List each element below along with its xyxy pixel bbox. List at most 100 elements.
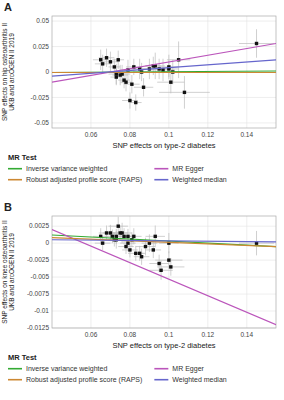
x-tick-label: 0.06	[85, 331, 98, 338]
point	[138, 252, 141, 255]
x-axis-label: SNP effects on type-2 diabetes	[112, 141, 215, 150]
point	[128, 99, 131, 102]
regression-line	[52, 230, 276, 325]
legend-label: Robust adjusted profile score (RAPS)	[26, 176, 142, 184]
y-tick-label: 0.0025	[29, 222, 49, 229]
legend-title: MR Test	[8, 153, 37, 162]
x-tick-label: 0.08	[124, 131, 137, 138]
point	[126, 235, 129, 238]
panel: 0.060.080.10.120.14-0.05-0.02500.0250.05…	[1, 1, 276, 184]
panel: 0.060.080.10.120.14-0.0125-0.01-0.0075-0…	[1, 201, 276, 384]
y-tick-label: 0	[45, 239, 49, 246]
point	[124, 80, 127, 83]
regression-line	[52, 235, 276, 247]
legend-entry: Weighted median	[154, 376, 226, 384]
legend-entry: MR Egger	[154, 165, 204, 173]
point	[154, 235, 157, 238]
x-tick-label: 0.12	[201, 331, 214, 338]
legend-swatch	[8, 368, 22, 370]
legend-entry: Inverse variance weighted	[8, 165, 107, 173]
chart-svg: 0.060.080.10.120.14-0.05-0.02500.0250.05…	[0, 0, 284, 400]
grid-line-y	[52, 72, 276, 73]
error-bars	[93, 217, 274, 280]
point	[109, 231, 112, 234]
legend-swatch	[8, 179, 22, 181]
regression-line	[52, 43, 276, 82]
points	[99, 224, 258, 272]
y-axis-label-line: UKB and arcOGEN II 2019	[8, 33, 15, 111]
point	[105, 56, 108, 59]
point	[126, 241, 129, 244]
point	[124, 245, 127, 248]
legend-swatch	[8, 379, 22, 381]
grid-line-y	[52, 122, 276, 123]
legend-swatch	[154, 379, 168, 381]
x-tick-label: 0.1	[164, 331, 173, 338]
legend-swatch	[8, 168, 22, 170]
point	[109, 60, 112, 63]
point	[128, 248, 131, 251]
legend-label: Inverse variance weighted	[26, 165, 107, 173]
x-tick-label: 0.14	[240, 131, 253, 138]
point	[152, 248, 155, 251]
legend-label: MR Egger	[172, 365, 204, 373]
y-tick-label: -0.025	[31, 94, 50, 101]
point	[134, 252, 137, 255]
legend-entry: Robust adjusted profile score (RAPS)	[8, 176, 142, 184]
legend-entry: MR Egger	[154, 365, 204, 373]
x-tick-label: 0.1	[164, 131, 173, 138]
grid-line-y	[52, 294, 276, 295]
y-tick-label: -0.0075	[27, 290, 49, 297]
y-tick-label: -0.01	[34, 307, 49, 314]
legend-swatch	[154, 179, 168, 181]
y-axis-label: SNP effects on knee osteoarthritis IIUKB…	[1, 220, 15, 324]
point	[169, 265, 172, 268]
regression-line	[52, 72, 276, 73]
legend: MR TestInverse variance weightedMR Egger…	[8, 353, 227, 384]
legend-label: MR Egger	[172, 165, 204, 173]
grid	[52, 216, 276, 328]
point	[132, 235, 135, 238]
y-tick-label: -0.0025	[27, 256, 49, 263]
grid	[52, 16, 276, 128]
regression-line	[52, 238, 276, 247]
point	[144, 245, 147, 248]
point	[130, 83, 133, 86]
plot-frame	[52, 16, 276, 128]
point	[101, 241, 104, 244]
point	[122, 235, 125, 238]
point	[157, 262, 160, 265]
point	[117, 224, 120, 227]
legend-entry: Robust adjusted profile score (RAPS)	[8, 376, 142, 384]
panel-label: B	[4, 201, 12, 213]
point	[140, 255, 143, 258]
point	[120, 231, 123, 234]
point	[99, 58, 102, 61]
point	[101, 62, 104, 65]
point	[183, 91, 186, 94]
point	[115, 235, 118, 238]
legend-label: Weighted median	[172, 176, 226, 184]
point	[113, 65, 116, 68]
x-tick-label: 0.12	[201, 131, 214, 138]
regression-line	[52, 60, 276, 76]
legend-label: Robust adjusted profile score (RAPS)	[26, 376, 142, 384]
x-tick-label: 0.14	[240, 331, 253, 338]
x-axis-label: SNP effects on type-2 diabetes	[112, 341, 215, 350]
y-tick-label: 0.05	[36, 17, 49, 24]
grid-line-y	[52, 97, 276, 98]
y-tick-label: -0.005	[31, 273, 50, 280]
point	[105, 231, 108, 234]
plot-data	[52, 217, 276, 325]
grid-line-y	[52, 260, 276, 261]
legend-swatch	[154, 168, 168, 170]
point	[115, 75, 118, 78]
legend-label: Inverse variance weighted	[26, 365, 107, 373]
legend-entry: Inverse variance weighted	[8, 365, 107, 373]
x-tick-label: 0.06	[85, 131, 98, 138]
point	[255, 42, 258, 45]
legend: MR Test Inverse variance weighted MR Egger…	[8, 153, 227, 184]
plot-data	[52, 29, 276, 110]
x-tick-label: 0.08	[124, 331, 137, 338]
point	[167, 258, 170, 261]
